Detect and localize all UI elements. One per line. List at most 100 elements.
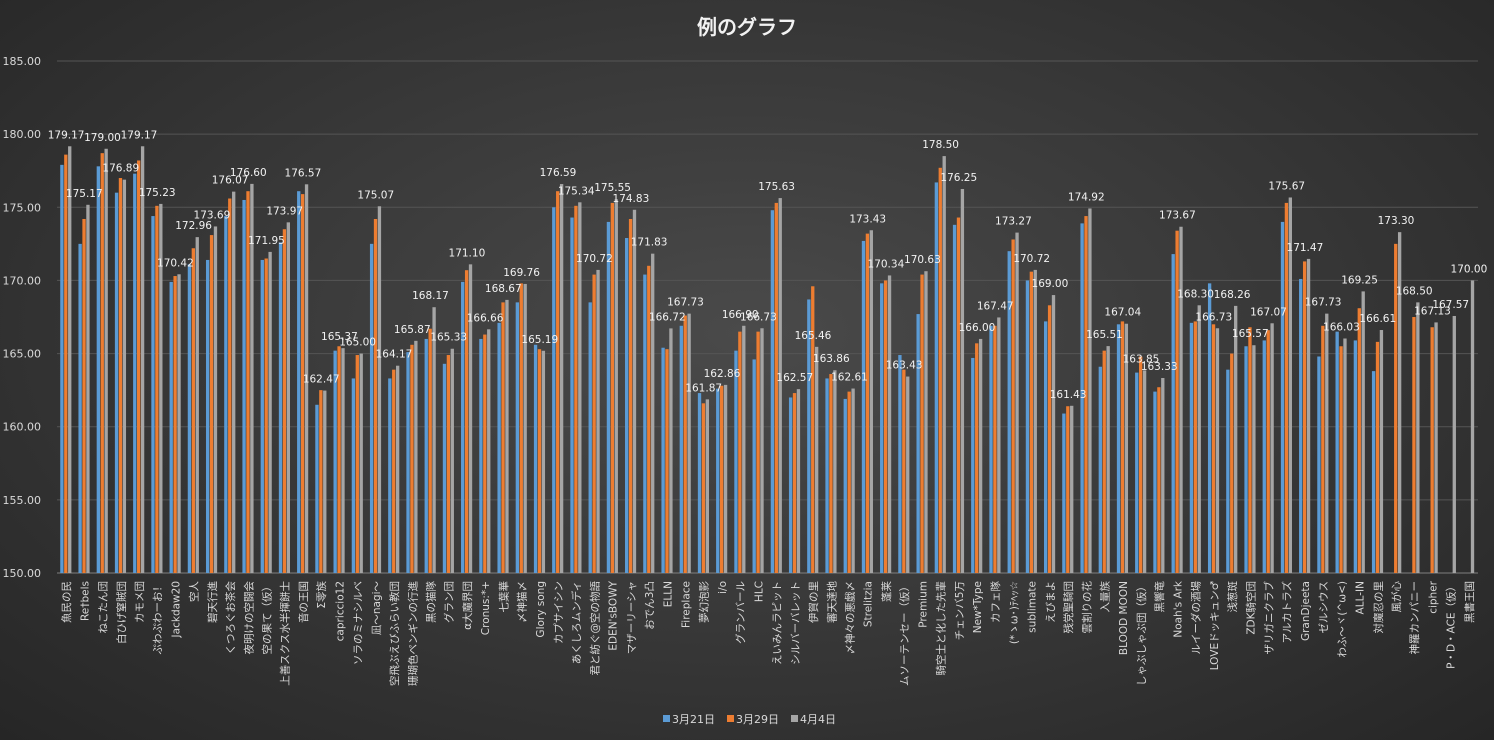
bar-1 <box>934 182 939 574</box>
bar-3 <box>687 313 691 573</box>
data-label: 169.25 <box>1341 274 1378 286</box>
bar-3 <box>487 329 491 573</box>
bar-3 <box>432 307 436 573</box>
x-category-label: 〆神々の悪戯〆 <box>844 581 857 655</box>
bar-1 <box>533 344 538 573</box>
data-label: 165.57 <box>1232 328 1269 340</box>
x-category-label: グランバール <box>734 581 747 644</box>
data-label: 166.73 <box>740 311 777 323</box>
x-category-label: Jackdaw20 <box>170 581 182 638</box>
bar-1 <box>1062 413 1066 573</box>
bar-3 <box>1397 232 1402 573</box>
x-category-label: チェンバ5万 <box>954 581 966 640</box>
data-label: 175.17 <box>66 188 103 200</box>
x-category-label: 黒の猫隊 <box>425 581 438 623</box>
x-category-label: グラン団 <box>443 581 456 623</box>
data-label: 168.26 <box>1214 289 1251 301</box>
bar-1 <box>843 398 847 573</box>
bar-3 <box>614 199 618 574</box>
x-category-label: Glory song <box>535 581 547 638</box>
bar-1 <box>515 302 519 573</box>
x-category-label: capriccio12 <box>334 581 346 641</box>
data-label: 170.72 <box>576 253 613 265</box>
bar-3 <box>1252 345 1256 573</box>
bar-1 <box>1007 251 1011 574</box>
data-label: 163.86 <box>813 353 850 365</box>
x-category-label: EDEN'sBOWY <box>608 580 620 650</box>
bar-3 <box>1325 313 1329 573</box>
bar-2 <box>173 276 177 573</box>
data-label: 176.07 <box>212 175 249 187</box>
bar-3 <box>1215 328 1220 573</box>
bar-2 <box>1084 216 1088 573</box>
bar-2 <box>355 355 359 573</box>
bar-2 <box>155 205 159 573</box>
legend-swatch <box>791 715 798 722</box>
x-category-label: ELLN <box>662 581 674 607</box>
x-category-label: 浅葱斑 <box>1226 581 1239 613</box>
bar-1 <box>1171 254 1175 573</box>
bar-2 <box>920 274 924 573</box>
bar-1 <box>570 217 574 573</box>
bar-2 <box>975 343 979 573</box>
data-label: 172.96 <box>175 220 212 232</box>
x-category-label: ムソーテンセー（仮） <box>898 581 911 686</box>
bar-3 <box>195 237 199 573</box>
bar-3 <box>104 148 108 573</box>
bar-2 <box>847 391 851 573</box>
bar-2 <box>410 344 414 573</box>
bar-3 <box>869 230 873 573</box>
bar-2 <box>902 369 906 573</box>
bar-2 <box>883 280 888 573</box>
y-tick-label: 150.00 <box>3 567 42 580</box>
bar-1 <box>1262 340 1266 573</box>
bar-1 <box>1244 346 1248 573</box>
x-category-label: Cronus:*+ <box>480 581 492 635</box>
bar-3 <box>341 348 345 573</box>
bar-3 <box>1106 346 1110 573</box>
bar-2 <box>1120 321 1125 573</box>
data-label: 167.47 <box>977 300 1014 312</box>
x-category-label: Fireplace <box>681 581 693 628</box>
data-label: 161.43 <box>1050 389 1087 401</box>
x-category-label: BLOOD MOON <box>1118 581 1130 655</box>
data-label: 176.57 <box>285 167 322 179</box>
data-label: 176.89 <box>102 163 139 175</box>
x-category-label: 碧天行進 <box>206 581 219 623</box>
x-category-label: 上善スクス水半揮餅士 <box>279 581 292 686</box>
bar-2 <box>1066 406 1070 573</box>
data-label: 167.04 <box>1104 307 1141 319</box>
bar-1 <box>224 216 228 573</box>
bar-2 <box>519 283 523 573</box>
bar-3 <box>140 146 145 573</box>
x-category-label: LOVEドッキュン♂ <box>1209 581 1221 670</box>
bar-3 <box>414 340 418 573</box>
bar-2 <box>100 153 104 573</box>
data-label: 165.33 <box>430 332 467 344</box>
bar-1 <box>1189 322 1194 573</box>
bar-2 <box>501 302 505 573</box>
data-label: 166.66 <box>467 312 504 324</box>
bar-2 <box>774 202 778 573</box>
data-label: 162.57 <box>776 372 813 384</box>
x-category-label: 神羅カンパニー <box>1408 581 1421 655</box>
x-category-label: ぷわぷわーお！ <box>152 581 164 655</box>
x-category-label: 魚民の民 <box>60 581 73 623</box>
bar-2 <box>246 191 250 573</box>
bar-1 <box>169 281 173 573</box>
legend-swatch <box>663 715 670 722</box>
bar-2 <box>811 286 815 573</box>
bar-1 <box>96 166 100 573</box>
bar-3 <box>906 376 910 573</box>
x-category-label: New*Type <box>972 581 984 633</box>
bar-2 <box>1375 341 1380 573</box>
bar-3 <box>1088 208 1092 573</box>
bar-3 <box>468 264 473 573</box>
data-label: 175.23 <box>139 187 176 199</box>
bar-1 <box>1207 283 1212 573</box>
x-category-label: 伊賀の里 <box>808 581 820 623</box>
bar-3 <box>1470 280 1475 573</box>
x-category-label: カプサイシン <box>553 581 565 644</box>
bar-3 <box>177 274 181 573</box>
bar-1 <box>1025 280 1030 573</box>
